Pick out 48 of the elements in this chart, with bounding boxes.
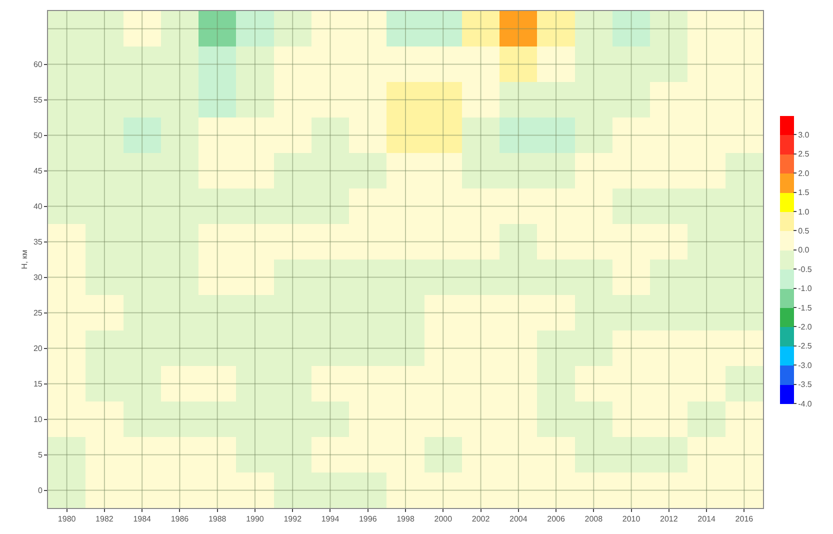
y-tick-label: 30: [33, 273, 43, 282]
x-tick-label: 1988: [208, 514, 227, 524]
y-tick-label: 40: [33, 202, 43, 212]
color-bar-label: 0.0: [798, 246, 810, 255]
color-bar-label: 1.0: [798, 207, 810, 216]
x-tick-label: 2002: [472, 514, 490, 524]
color-bar-label: 3.0: [798, 130, 810, 140]
x-tick-label: 2006: [547, 514, 566, 524]
x-tick-label: 2010: [622, 514, 641, 524]
y-tick-label: 10: [33, 415, 43, 424]
x-tick-label: 1986: [170, 514, 190, 524]
color-bar-label: 2.0: [798, 168, 810, 178]
color-bar-label: 2.5: [798, 150, 810, 159]
x-tick-label: 1998: [396, 514, 415, 524]
x-tick-label: 2014: [698, 514, 716, 524]
x-tick-label: 2004: [509, 514, 528, 524]
y-tick-label: 0: [38, 486, 43, 496]
color-bar-label: -4.0: [798, 399, 812, 408]
x-tick-label: 2016: [735, 514, 754, 524]
x-tick-label: 1990: [246, 514, 264, 524]
x-tick-label: 1992: [284, 514, 302, 524]
color-bar-label: -0.5: [798, 264, 812, 274]
color-bar-label: -1.5: [798, 303, 812, 312]
color-bar-label: 0.5: [798, 226, 810, 236]
y-axis-title: H, км: [20, 250, 30, 270]
y-tick-label: 60: [33, 60, 43, 70]
color-bar-label: -3.5: [798, 380, 812, 390]
x-tick-label: 2012: [660, 514, 678, 524]
y-tick-label: 50: [33, 131, 43, 140]
y-tick-label: 5: [38, 450, 43, 460]
y-tick-label: 35: [33, 238, 43, 247]
x-tick-label: 1980: [58, 514, 76, 524]
color-bar-label: -1.0: [798, 284, 812, 294]
color-bar-label: -2.0: [798, 322, 812, 332]
color-bar-label: -2.5: [798, 342, 812, 351]
y-tick-label: 25: [33, 308, 43, 318]
x-tick-label: 1982: [96, 514, 114, 524]
x-tick-label: 1984: [133, 514, 152, 524]
y-tick-label: 20: [33, 344, 43, 354]
y-tick-label: 15: [33, 380, 43, 389]
x-tick-label: 1996: [358, 514, 378, 524]
y-tick-label: 55: [33, 96, 43, 105]
x-tick-label: 2000: [434, 514, 453, 524]
x-tick-label: 1994: [321, 514, 340, 524]
x-tick-label: 2008: [584, 514, 604, 524]
color-bar-label: 1.5: [798, 188, 810, 198]
color-bar-label: -3.0: [798, 360, 812, 370]
y-tick-label: 45: [33, 166, 43, 176]
